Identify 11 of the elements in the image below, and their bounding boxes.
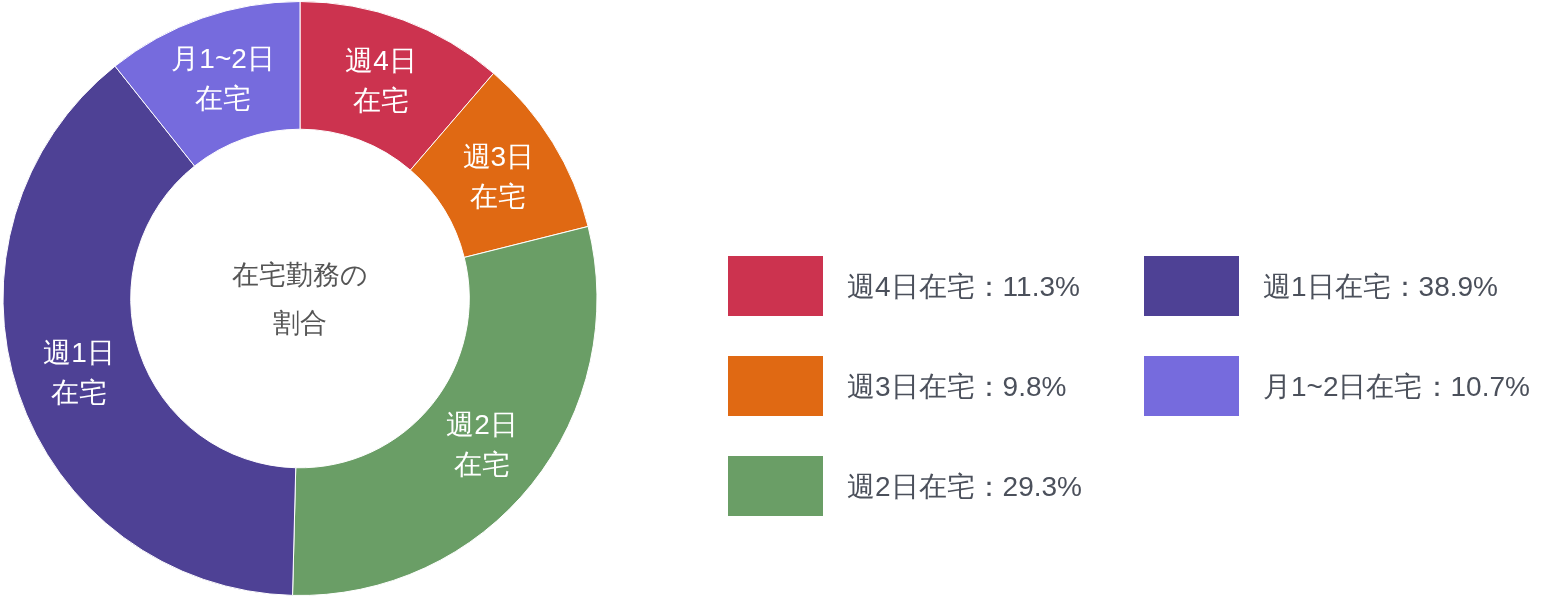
data-label: ：9.8% [974,371,1067,402]
title: 在宅勤務の割合 [232,259,368,338]
legend-label: 月1~2日在宅 [1263,371,1423,402]
data-label: ：10.7% [1422,371,1530,402]
legend-label: 週4日在宅 [847,271,975,302]
legend-label: 週2日在宅 [847,471,975,502]
data-label: ：11.3% [974,271,1080,302]
data-label: ：38.9% [1390,271,1498,302]
data-label: ：29.3% [974,471,1082,502]
legend-label: 週1日在宅 [1263,271,1391,302]
legend-label: 週3日在宅 [847,371,975,402]
